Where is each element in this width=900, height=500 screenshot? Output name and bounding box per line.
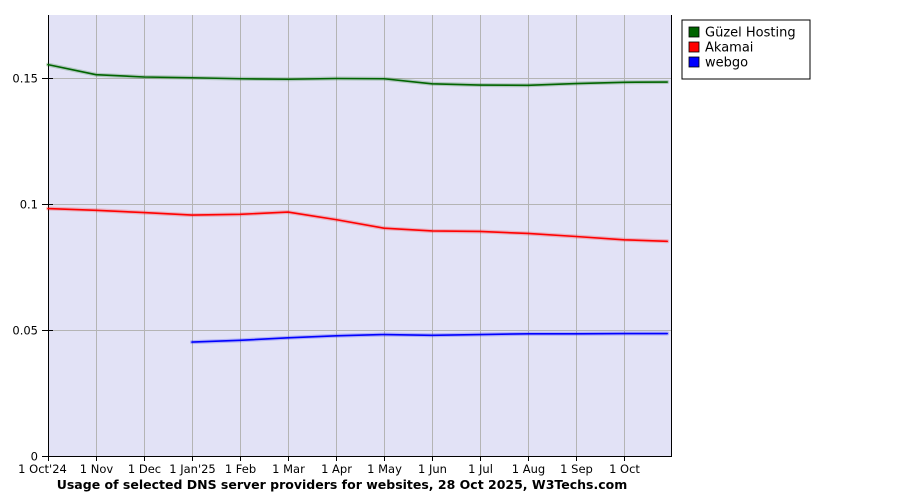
legend-label-webgo: webgo — [705, 56, 748, 71]
x-tick-label: 1 Oct'24 — [18, 462, 67, 476]
x-tick-label: 1 Apr — [321, 462, 352, 476]
legend-swatch-güzel-hosting — [688, 26, 700, 38]
x-tick-label: 1 Jun — [418, 462, 447, 476]
series-line-güzel-hosting — [47, 63, 668, 87]
data-series-layer — [46, 62, 670, 345]
x-tick-label: 1 May — [367, 462, 402, 476]
legend-swatch-akamai — [688, 41, 700, 53]
x-tick-label: 1 Dec — [128, 462, 161, 476]
x-tick-label: 1 Feb — [225, 462, 256, 476]
series-line-akamai — [47, 207, 668, 243]
legend-box — [681, 19, 811, 80]
x-tick-label: 1 Jul — [468, 462, 493, 476]
y-tick-label: 0.15 — [12, 72, 38, 86]
x-tick-label: 1 Jan'25 — [169, 462, 216, 476]
series-line-webgo — [191, 332, 668, 343]
y-axis-ticks: 0 0.05 0.1 0.15 — [12, 72, 53, 464]
legend-swatch-webgo — [688, 56, 700, 68]
x-tick-label: 1 Sep — [560, 462, 593, 476]
x-tick-label: 1 Nov — [80, 462, 114, 476]
x-tick-label: 1 Oct — [609, 462, 640, 476]
y-tick-label: 0 — [31, 450, 38, 464]
x-tick-label: 1 Mar — [272, 462, 305, 476]
legend-label-güzel-hosting: Güzel Hosting — [705, 26, 796, 41]
x-axis-ticks: 1 Oct'24 1 Nov 1 Dec 1 Jan'25 1 Feb 1 Mar 1 Ap… — [18, 456, 640, 476]
y-tick-label: 0.1 — [20, 198, 38, 212]
legend-label-akamai: Akamai — [705, 41, 753, 56]
chart-caption: Usage of selected DNS server providers f… — [56, 477, 628, 492]
y-tick-label: 0.05 — [12, 324, 38, 338]
x-tick-label: 1 Aug — [512, 462, 545, 476]
